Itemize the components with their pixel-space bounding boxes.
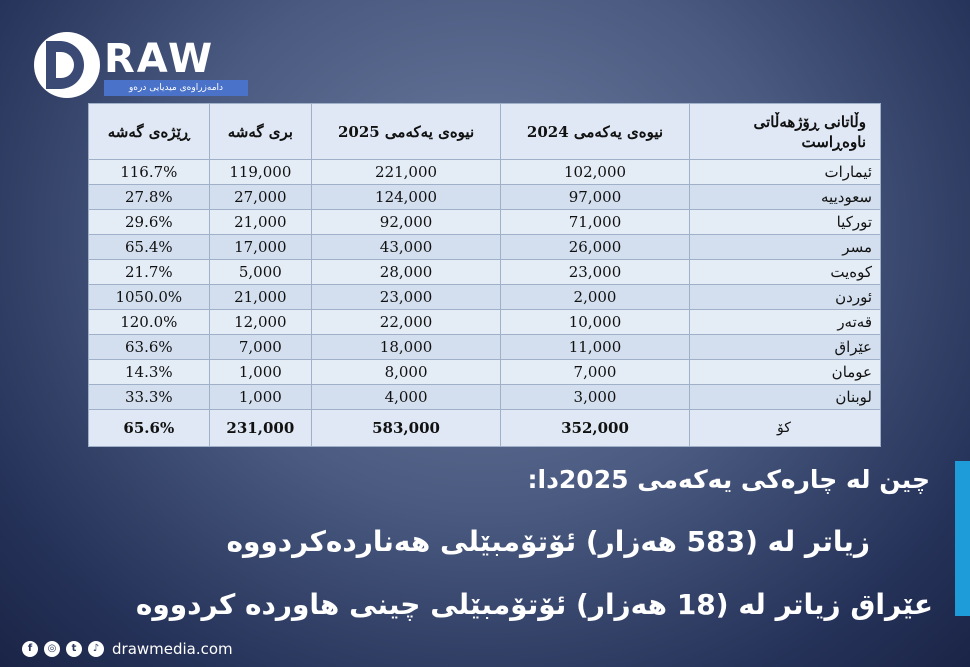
tiktok-icon[interactable]: ♪ — [88, 641, 104, 657]
rate-cell: 63.6% — [88, 334, 210, 360]
twitter-icon[interactable]: t — [66, 641, 82, 657]
rate-cell: 120.0% — [88, 309, 210, 335]
value-2025-cell: 92,000 — [311, 209, 502, 235]
value-2024-cell: 3,000 — [500, 384, 690, 410]
value-2024-cell: 11,000 — [500, 334, 690, 360]
draw-logo: RAW دامەزراوەی میدیایی درەو — [34, 32, 248, 98]
value-2025-cell: 23,000 — [311, 284, 502, 310]
value-2025-cell: 221,000 — [311, 159, 502, 185]
value-2024-cell: 10,000 — [500, 309, 690, 335]
logo-wordmark: RAW — [104, 36, 215, 82]
value-2024-cell: 97,000 — [500, 184, 690, 210]
country-cell: ئیمارات — [689, 159, 881, 185]
logo-tag-bar — [104, 80, 248, 96]
value-2025-cell: 18,000 — [311, 334, 502, 360]
total-label: کۆ — [689, 409, 881, 447]
website-link[interactable]: drawmedia.com — [112, 640, 233, 658]
total-growth: 231,000 — [208, 409, 313, 447]
country-cell: تورکیا — [689, 209, 881, 235]
total-2024: 352,000 — [500, 409, 690, 447]
growth-cell: 1,000 — [208, 384, 313, 410]
table-row: تورکیا 71,000 92,000 21,000 29.6% — [88, 209, 881, 235]
country-cell: عێراق — [689, 334, 881, 360]
country-cell: ئوردن — [689, 284, 881, 310]
country-cell: سعودییە — [689, 184, 881, 210]
car-export-table: وڵاتانی ڕۆژهەڵاتی ناوەڕاست نیوەی یەکەمی … — [88, 103, 881, 447]
table-row: عێراق 11,000 18,000 7,000 63.6% — [88, 334, 881, 360]
rate-cell: 21.7% — [88, 259, 210, 285]
country-cell: لوبنان — [689, 384, 881, 410]
rate-cell: 1050.0% — [88, 284, 210, 310]
table-row: ئیمارات 102,000 221,000 119,000 116.7% — [88, 159, 881, 185]
growth-cell: 21,000 — [208, 209, 313, 235]
accent-bar — [955, 461, 970, 616]
rate-cell: 27.8% — [88, 184, 210, 210]
growth-cell: 119,000 — [208, 159, 313, 185]
instagram-icon[interactable]: ◎ — [44, 641, 60, 657]
value-2024-cell: 2,000 — [500, 284, 690, 310]
value-2024-cell: 23,000 — [500, 259, 690, 285]
facebook-icon[interactable]: f — [22, 641, 38, 657]
growth-cell: 12,000 — [208, 309, 313, 335]
table-row: مسر 26,000 43,000 17,000 65.4% — [88, 234, 881, 260]
value-2024-cell: 7,000 — [500, 359, 690, 385]
country-cell: عومان — [689, 359, 881, 385]
table-row: ئوردن 2,000 23,000 21,000 1050.0% — [88, 284, 881, 310]
total-2025: 583,000 — [311, 409, 502, 447]
value-2025-cell: 4,000 — [311, 384, 502, 410]
table-total-row: کۆ 352,000 583,000 231,000 65.6% — [88, 409, 881, 447]
country-cell: قەتەر — [689, 309, 881, 335]
logo-circle — [34, 32, 100, 98]
growth-cell: 17,000 — [208, 234, 313, 260]
table-row: عومان 7,000 8,000 1,000 14.3% — [88, 359, 881, 385]
iraq-import-statement: عێراق زیاتر لە (18 هەزار) ئۆتۆمبێلی چینی… — [135, 588, 933, 621]
growth-cell: 5,000 — [208, 259, 313, 285]
value-2025-cell: 28,000 — [311, 259, 502, 285]
value-2024-cell: 71,000 — [500, 209, 690, 235]
header-growth-amount: بری گەشە — [208, 103, 313, 160]
table-row: کوەیت 23,000 28,000 5,000 21.7% — [88, 259, 881, 285]
country-cell: مسر — [689, 234, 881, 260]
growth-cell: 7,000 — [208, 334, 313, 360]
table-header-row: وڵاتانی ڕۆژهەڵاتی ناوەڕاست نیوەی یەکەمی … — [88, 103, 881, 160]
header-2025: نیوەی یەکەمی 2025 — [311, 103, 502, 160]
table-row: قەتەر 10,000 22,000 12,000 120.0% — [88, 309, 881, 335]
headline: چین لە چارەکی یەکەمی 2025دا: — [527, 465, 931, 494]
rate-cell: 65.4% — [88, 234, 210, 260]
table-row: لوبنان 3,000 4,000 1,000 33.3% — [88, 384, 881, 410]
value-2025-cell: 43,000 — [311, 234, 502, 260]
header-2024: نیوەی یەکەمی 2024 — [500, 103, 690, 160]
rate-cell: 29.6% — [88, 209, 210, 235]
table-row: سعودییە 97,000 124,000 27,000 27.8% — [88, 184, 881, 210]
value-2025-cell: 22,000 — [311, 309, 502, 335]
export-statement: زیاتر لە (583 هەزار) ئۆتۆمبێلی هەناردەکر… — [226, 525, 870, 558]
country-cell: کوەیت — [689, 259, 881, 285]
header-growth-rate: ڕێژەی گەشە — [88, 103, 210, 160]
header-country: وڵاتانی ڕۆژهەڵاتی ناوەڕاست — [689, 103, 881, 160]
growth-cell: 27,000 — [208, 184, 313, 210]
value-2024-cell: 26,000 — [500, 234, 690, 260]
total-rate: 65.6% — [88, 409, 210, 447]
value-2025-cell: 8,000 — [311, 359, 502, 385]
growth-cell: 21,000 — [208, 284, 313, 310]
value-2024-cell: 102,000 — [500, 159, 690, 185]
rate-cell: 116.7% — [88, 159, 210, 185]
footer: f ◎ t ♪ drawmedia.com — [22, 638, 233, 660]
rate-cell: 33.3% — [88, 384, 210, 410]
logo-tagline: دامەزراوەی میدیایی درەو — [128, 83, 224, 93]
rate-cell: 14.3% — [88, 359, 210, 385]
growth-cell: 1,000 — [208, 359, 313, 385]
value-2025-cell: 124,000 — [311, 184, 502, 210]
